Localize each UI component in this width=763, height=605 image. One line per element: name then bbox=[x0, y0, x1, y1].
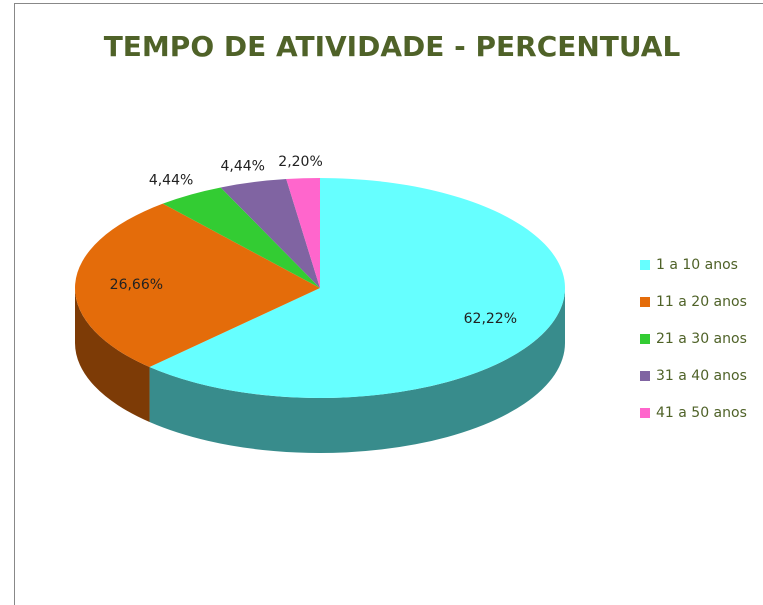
data-label: 4,44% bbox=[220, 158, 264, 174]
legend-swatch bbox=[640, 297, 650, 307]
pie-slice bbox=[149, 178, 565, 398]
pie-side bbox=[149, 288, 565, 454]
data-label: 4,44% bbox=[149, 173, 193, 189]
data-label: 2,20% bbox=[278, 154, 322, 170]
legend-label: 11 a 20 anos bbox=[656, 294, 747, 310]
pie-slice bbox=[220, 179, 320, 288]
pie-side bbox=[75, 288, 150, 423]
pie-slice bbox=[286, 178, 320, 288]
legend-swatch bbox=[640, 408, 650, 418]
legend-swatch bbox=[640, 371, 650, 381]
data-label: 26,66% bbox=[110, 277, 163, 293]
pie-slice bbox=[162, 187, 320, 288]
legend-label: 21 a 30 anos bbox=[656, 331, 747, 347]
data-label: 62,22% bbox=[464, 311, 517, 327]
legend-label: 1 a 10 anos bbox=[656, 257, 738, 273]
chart-title: TEMPO DE ATIVIDADE - PERCENTUAL bbox=[104, 30, 681, 63]
legend-label: 31 a 40 anos bbox=[656, 368, 747, 384]
legend-label: 41 a 50 anos bbox=[656, 405, 747, 421]
pie-slice bbox=[75, 203, 320, 368]
legend-swatch bbox=[640, 260, 650, 270]
legend-swatch bbox=[640, 334, 650, 344]
